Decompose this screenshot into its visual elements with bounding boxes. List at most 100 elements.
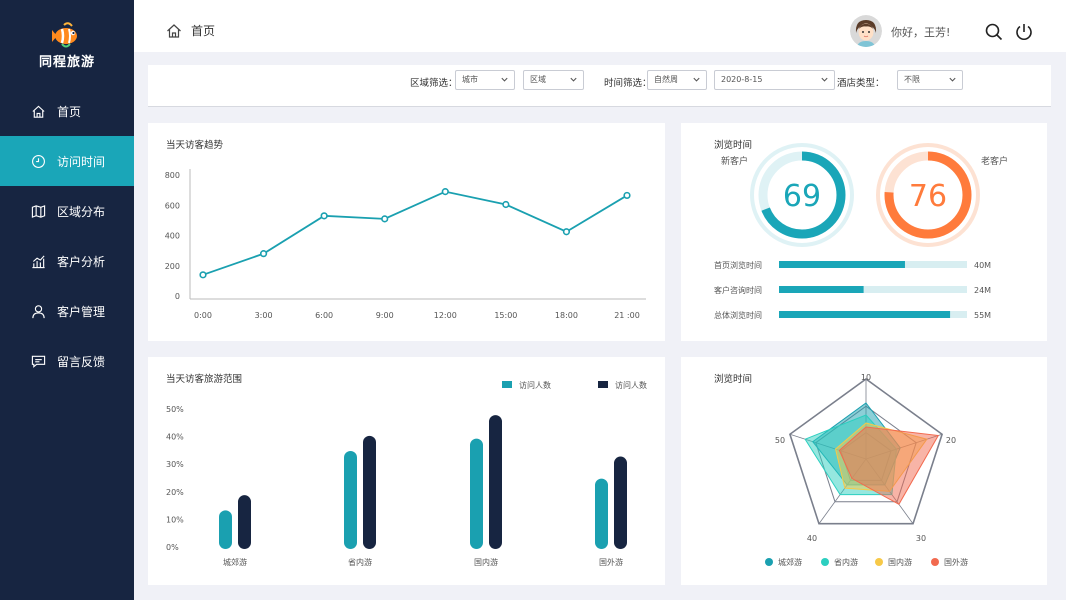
y-tick-label: 400 [165,232,180,241]
x-tick-label: 6:00 [315,311,333,320]
bar [363,435,376,549]
legend-swatch [931,558,939,566]
new-customer-outer-ring [750,143,854,247]
sidebar-item-home[interactable]: 首页 [0,86,134,136]
greeting-text: 你好，王芳! [891,26,951,39]
progress-label: 总体浏览时间 [714,310,762,320]
sidebar-item-feedback[interactable]: 留言反馈 [0,336,134,386]
chevron-down-icon [949,77,956,82]
filter-bar: 区域筛选： 城市 区域 时间筛选： 自然周 2020-8-15 酒店类型： 不限 [148,65,1051,107]
x-tick-label: 9:00 [376,311,394,320]
chevron-down-icon [570,77,577,82]
y-tick-label: 50% [166,405,184,414]
city-select[interactable]: 城市 [455,70,515,90]
map-icon [31,204,46,218]
x-tick-label: 15:00 [494,311,517,320]
avatar[interactable] [850,15,882,47]
legend-label: 城郊游 [778,557,802,567]
message-icon [31,355,46,368]
bar [614,456,627,549]
y-tick-label: 20% [166,488,184,497]
sidebar-item-label: 首页 [57,104,82,119]
sidebar-item-region[interactable]: 区域分布 [0,186,134,236]
new-customer-progress-arc [758,151,846,239]
radar-card: 浏览时间 10 20 30 40 50 城郊游 省内游 国内游 国外游 [681,357,1047,585]
trend-point [623,191,631,200]
trend-point [441,188,449,196]
x-tick-label: 21 :00 [614,311,640,320]
legend-label: 国外游 [944,557,968,567]
y-tick-label: 40% [166,433,184,442]
user-icon [32,304,45,318]
city-select-value: 城市 [462,75,478,84]
chart-icon [32,255,45,268]
hotel-type-select[interactable]: 不限 [897,70,963,90]
chevron-down-icon [693,77,700,82]
visitor-trend-card: 当天访客趋势 0 200 400 600 800 0:00 3:00 6:00 9:00 12:0… [148,123,665,341]
home-icon [32,105,45,118]
region-filter-label: 区域筛选： [410,78,458,89]
x-tick-label: 18:00 [555,311,578,320]
legend-swatch [502,381,512,388]
period-select-value: 自然周 [654,75,678,84]
header: 首页 你好，王芳! [134,0,1066,52]
period-select[interactable]: 自然周 [647,70,707,90]
old-customer-label: 老客户 [981,155,1008,167]
sidebar-item-analysis[interactable]: 客户分析 [0,236,134,286]
breadcrumb-label: 首页 [191,24,216,38]
sidebar-item-label: 访问时间 [57,154,106,169]
x-tick-label: 省内游 [348,557,372,567]
trend-point [381,215,389,223]
hotel-type-select-value: 不限 [904,75,920,84]
fish-logo-icon [52,22,77,48]
x-tick-label: 12:00 [434,311,457,320]
x-tick-label: 国外游 [599,557,623,567]
progress-track [779,286,967,293]
hotel-filter-label: 酒店类型： [837,78,885,89]
radar-title: 浏览时间 [714,374,753,385]
avatar-image [850,15,882,47]
trend-line [202,190,628,276]
date-select[interactable]: 2020-8-15 [714,70,835,90]
legend-label: 省内游 [834,557,858,567]
legend-label: 访问人数 [519,380,551,390]
brand-name: 同程旅游 [38,55,95,70]
legend-label: 国内游 [888,557,912,567]
trend-point [259,250,268,258]
y-tick-label: 30% [166,460,184,469]
legend-swatch [598,381,608,388]
radar-grid-ring [788,378,944,525]
travel-range-chart: 0% 10% 20% 30% 40% 50% 城郊游 省内游 国内游 国外游 访问人数 访问人数 [166,380,647,567]
progress-label: 客户咨询时间 [714,285,762,295]
x-tick-label: 国内游 [474,557,498,567]
breadcrumb[interactable]: 首页 [166,22,215,39]
x-tick-label: 0:00 [194,311,212,320]
legend-swatch [765,558,773,566]
sidebar-item-label: 客户管理 [57,304,106,319]
old-customer-progress-arc [884,151,972,239]
trend-point [320,212,328,220]
browse-time-chart: 新客户 老客户 69 76 首页浏览时间 40M 客户咨询时间 24M 总体浏览时间 55M [714,143,1008,320]
travel-range-card: 当天访客旅游范围 0% 10% 20% 30% 40% 50% 城郊游 省内游 国内游 国外游 访问… [148,357,665,585]
sidebar-item-visit-time[interactable]: 访问时间 [0,136,134,186]
search-icon[interactable] [984,22,1004,42]
progress-fill [779,311,951,318]
bar [344,451,357,549]
area-select[interactable]: 区域 [523,70,584,90]
trend-point [199,271,207,279]
trend-point [562,228,571,236]
legend-swatch [821,558,829,566]
radar-axis-label: 30 [916,534,926,543]
legend-label: 访问人数 [615,380,647,390]
sidebar-item-label: 区域分布 [57,204,106,219]
y-tick-label: 200 [165,262,180,271]
radar-area [838,426,940,505]
y-tick-label: 0% [166,543,179,552]
legend-swatch [875,558,883,566]
sidebar-item-manage[interactable]: 客户管理 [0,286,134,336]
old-customer-outer-ring [876,143,980,247]
time-filter-label: 时间筛选： [604,78,652,89]
browse-time-title: 浏览时间 [714,140,753,151]
power-icon[interactable] [1014,22,1034,42]
radar-chart: 10 20 30 40 50 城郊游 省内游 国内游 国外游 [765,373,968,567]
